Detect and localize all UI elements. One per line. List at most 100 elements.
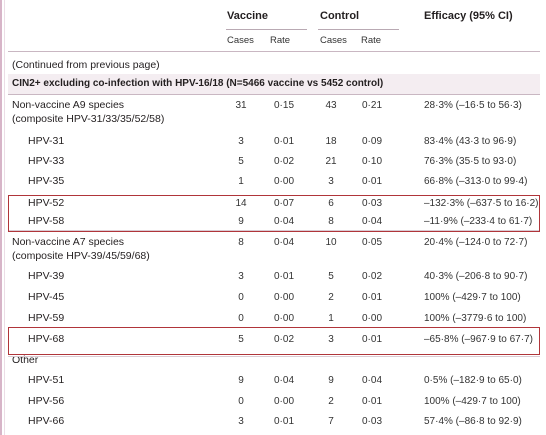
row-label: HPV-51 [28,374,65,386]
vaccine-rate: 0·15 [273,100,295,111]
header-rule-control [318,29,399,30]
efficacy-value: 100% (–3779·6 to 100) [424,313,527,324]
control-cases: 9 [328,375,334,386]
subheader-vaccine-rate: Rate [270,35,291,46]
vaccine-cases: 3 [238,416,244,427]
efficacy-value: 100% (–429·7 to 100) [424,292,521,303]
control-rate: 0·10 [361,156,383,167]
vaccine-rate: 0·01 [273,271,295,282]
row-label-sub: (composite HPV-39/45/59/68) [12,250,150,262]
control-rate: 0·09 [361,136,383,147]
control-cases: 43 [325,100,337,111]
vaccine-cases: 0 [238,396,244,407]
vaccine-rate: 0·04 [273,216,295,227]
row-label: HPV-58 [28,215,65,227]
group-rule-a9 [8,230,540,231]
vaccine-rate: 0·07 [273,198,295,209]
vaccine-rate: 0·00 [273,176,295,187]
control-cases: 7 [328,416,334,427]
vaccine-rate: 0·00 [273,313,295,324]
vaccine-rate: 0·01 [273,136,295,147]
control-rate: 0·03 [361,416,383,427]
subheader-control-cases: Cases [320,35,347,46]
subheader-vaccine-cases: Cases [227,35,254,46]
row-label-sub: (composite HPV-31/33/35/52/58) [12,113,165,125]
control-rate: 0·05 [361,237,383,248]
control-cases: 10 [325,237,337,248]
row-label: Other [12,354,39,366]
vaccine-cases: 1 [238,176,244,187]
vaccine-cases: 14 [235,198,247,209]
row-label: HPV-39 [28,270,65,282]
row-label: HPV-68 [28,333,65,345]
header-control: Control [320,10,360,22]
efficacy-value: –11·9% (–233·4 to 61·7) [424,216,533,227]
control-cases: 3 [328,334,334,345]
efficacy-value: –65·8% (–967·9 to 67·7) [424,334,533,345]
efficacy-value: 83·4% (43·3 to 96·9) [424,136,517,147]
header-rule-vaccine [226,29,307,30]
efficacy-value: 100% (–429·7 to 100) [424,396,521,407]
row-label: HPV-45 [28,291,65,303]
row-label: HPV-66 [28,415,65,427]
vaccine-cases: 5 [238,334,244,345]
control-cases: 8 [328,216,334,227]
control-rate: 0·04 [361,216,383,227]
header-efficacy: Efficacy (95% CI) [424,10,513,22]
control-rate: 0·01 [361,292,383,303]
efficacy-value: 66·8% (–313·0 to 99·4) [424,176,528,187]
control-cases: 1 [328,313,334,324]
header-bottom-rule [8,51,540,52]
vaccine-cases: 3 [238,136,244,147]
efficacy-value: 57·4% (–86·8 to 92·9) [424,416,522,427]
vaccine-cases: 9 [238,375,244,386]
row-label: HPV-56 [28,395,65,407]
row-label: HPV-35 [28,175,65,187]
group-rule-a7 [8,356,540,357]
efficacy-value: 20·4% (–124·0 to 72·7) [424,237,528,248]
left-margin-rule [4,0,5,435]
header-vaccine: Vaccine [227,10,268,22]
row-label: Non-vaccine A9 species [12,99,125,111]
row-label: HPV-31 [28,135,65,147]
row-label: HPV-52 [28,197,65,209]
control-rate: 0·21 [361,100,383,111]
control-rate: 0·01 [361,334,383,345]
efficacy-value: –132·3% (–637·5 to 16·2) [424,198,539,209]
control-rate: 0·03 [361,198,383,209]
control-rate: 0·00 [361,313,383,324]
vaccine-rate: 0·04 [273,237,295,248]
control-cases: 2 [328,292,334,303]
subheader-control-rate: Rate [361,35,382,46]
control-cases: 5 [328,271,334,282]
row-label: HPV-33 [28,155,65,167]
vaccine-rate: 0·01 [273,416,295,427]
vaccine-cases: 5 [238,156,244,167]
row-label: Non-vaccine A7 species [12,236,125,248]
highlight-box-hpv68 [8,327,540,355]
control-rate: 0·02 [361,271,383,282]
control-rate: 0·01 [361,176,383,187]
row-label: HPV-59 [28,312,65,324]
highlight-box-hpv52-58 [8,195,540,232]
section-rule [8,94,540,95]
vaccine-cases: 0 [238,292,244,303]
vaccine-rate: 0·02 [273,156,295,167]
control-cases: 3 [328,176,334,187]
vaccine-rate: 0·00 [273,396,295,407]
control-cases: 6 [328,198,334,209]
vaccine-cases: 9 [238,216,244,227]
vaccine-cases: 8 [238,237,244,248]
vaccine-cases: 0 [238,313,244,324]
control-cases: 2 [328,396,334,407]
efficacy-value: 0·5% (–182·9 to 65·0) [424,375,522,386]
left-margin-bar [0,0,2,435]
vaccine-cases: 3 [238,271,244,282]
continued-note: (Continued from previous page) [12,59,160,71]
control-rate: 0·04 [361,375,383,386]
vaccine-rate: 0·02 [273,334,295,345]
control-rate: 0·01 [361,396,383,407]
section-band [8,74,540,94]
efficacy-value: 40·3% (–206·8 to 90·7) [424,271,528,282]
